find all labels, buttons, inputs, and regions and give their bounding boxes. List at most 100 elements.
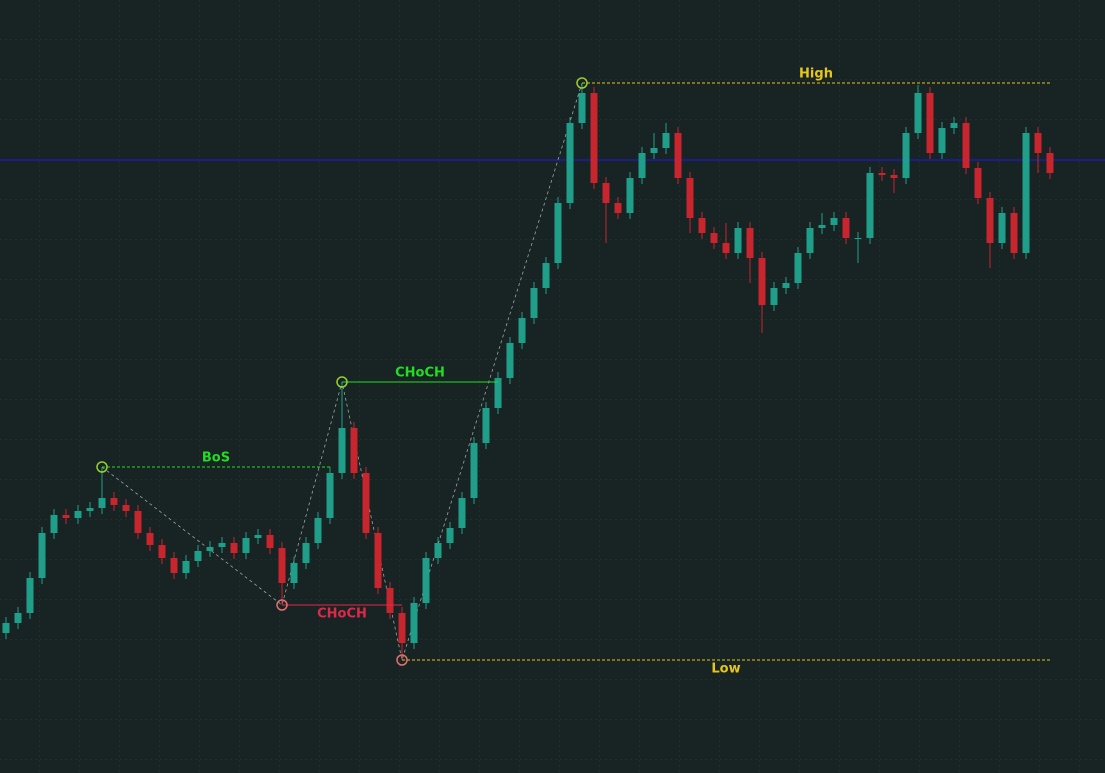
candle-body xyxy=(158,545,166,558)
candle-body xyxy=(338,428,346,473)
candle-body xyxy=(254,535,262,538)
candle-body xyxy=(734,228,742,253)
candle-body xyxy=(650,148,658,153)
candle-body xyxy=(914,93,922,133)
level-label: BoS xyxy=(202,451,230,466)
candle-body xyxy=(1034,133,1042,153)
candle-body xyxy=(110,498,118,505)
candle-body xyxy=(242,538,250,553)
candle-body xyxy=(686,178,694,218)
candle-body xyxy=(14,613,22,623)
candle-body xyxy=(830,218,838,225)
candle-body xyxy=(518,318,526,343)
candle-body xyxy=(146,533,154,545)
candle-body xyxy=(878,173,886,175)
candle-body xyxy=(86,508,94,511)
candle-body xyxy=(794,253,802,283)
candle-body xyxy=(758,258,766,305)
candle-body xyxy=(986,198,994,243)
candle-body xyxy=(230,543,238,553)
candle-body xyxy=(446,528,454,543)
swing-marker xyxy=(336,376,348,388)
candle-body xyxy=(410,603,418,643)
candle-body xyxy=(866,173,874,238)
candle-body xyxy=(590,93,598,183)
candle-body xyxy=(74,511,82,518)
candle-body xyxy=(398,613,406,643)
candle-body xyxy=(746,228,754,258)
level-label: Low xyxy=(711,662,740,677)
candle-body xyxy=(182,561,190,573)
candle-body xyxy=(614,203,622,213)
candle-body xyxy=(902,133,910,178)
candle-body xyxy=(674,133,682,178)
candle-body xyxy=(98,498,106,508)
candle-body xyxy=(206,547,214,551)
candle-body xyxy=(170,558,178,573)
candle-body xyxy=(662,133,670,148)
candle-body xyxy=(698,218,706,233)
swing-marker xyxy=(96,461,108,473)
candle-body xyxy=(482,408,490,443)
candle-body xyxy=(494,378,502,408)
candle-body xyxy=(386,588,394,613)
candle-body xyxy=(374,533,382,588)
candle-body xyxy=(566,123,574,203)
candle-body xyxy=(806,228,814,253)
candle-body xyxy=(326,473,334,518)
candle-body xyxy=(362,473,370,533)
candle-body xyxy=(974,168,982,198)
candle-body xyxy=(998,213,1006,243)
candle-body xyxy=(818,225,826,228)
candle-body xyxy=(2,623,10,633)
candle-body xyxy=(770,288,778,305)
candle-body xyxy=(470,443,478,498)
candle-body xyxy=(434,543,442,558)
candle-body xyxy=(1010,213,1018,253)
candle-body xyxy=(710,233,718,243)
candle-body xyxy=(506,343,514,378)
candle-body xyxy=(782,283,790,288)
candle-body xyxy=(278,548,286,583)
level-label: High xyxy=(799,67,833,82)
candle-body xyxy=(950,123,958,128)
candle-body xyxy=(722,243,730,253)
candle-body xyxy=(938,128,946,153)
candle-body xyxy=(1046,153,1054,173)
candle-body xyxy=(554,203,562,263)
candle-body xyxy=(218,543,226,547)
candle-body xyxy=(290,563,298,583)
candle-body xyxy=(530,288,538,318)
candle-body xyxy=(266,535,274,548)
candle-body xyxy=(350,428,358,473)
level-label: CHoCH xyxy=(395,366,445,381)
candle-body xyxy=(26,578,34,613)
candle-body xyxy=(578,93,586,123)
candle-body xyxy=(62,515,70,518)
swing-marker xyxy=(576,77,588,89)
candle-body xyxy=(542,263,550,288)
candle-body xyxy=(602,183,610,203)
candle-body xyxy=(854,238,862,239)
candle-body xyxy=(1022,133,1030,253)
candle-body xyxy=(134,511,142,533)
candle-body xyxy=(842,218,850,238)
swing-marker xyxy=(396,654,408,666)
candle-body xyxy=(422,558,430,603)
swing-marker xyxy=(276,599,288,611)
level-label: CHoCH xyxy=(317,607,367,622)
candle-body xyxy=(122,505,130,511)
candle-body xyxy=(638,153,646,178)
candle-body xyxy=(962,123,970,168)
candle-body xyxy=(38,533,46,578)
candle-body xyxy=(926,93,934,153)
candle-body xyxy=(458,498,466,528)
candle-body xyxy=(626,178,634,213)
candle-body xyxy=(302,543,310,563)
candle-body xyxy=(314,518,322,543)
candle-body xyxy=(50,515,58,533)
candle-body xyxy=(194,551,202,561)
candle-body xyxy=(890,175,898,178)
